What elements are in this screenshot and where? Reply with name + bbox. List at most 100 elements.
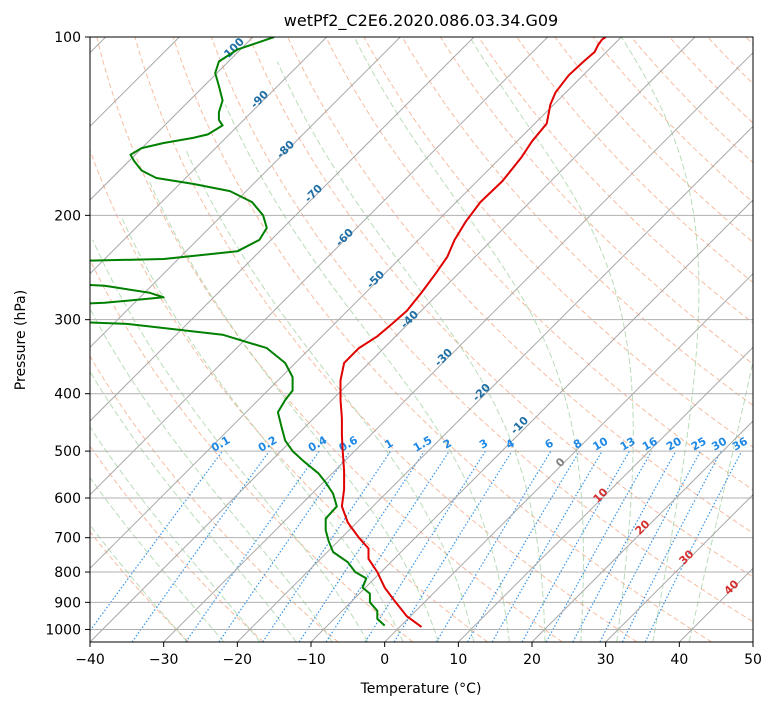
- x-tick-label: −10: [296, 652, 326, 668]
- y-tick-label: 1000: [45, 622, 81, 638]
- mixing-ratio-label: 1: [382, 437, 395, 452]
- moist-adiabat-label: 30: [677, 547, 697, 567]
- chart-title: wetPf2_C2E6.2020.086.03.34.G09: [284, 11, 558, 31]
- dry-adiabat-label: -80: [274, 138, 297, 161]
- isotherm-line: [90, 37, 475, 422]
- moist-adiabat: [353, 37, 584, 642]
- mixing-ratio-line: [521, 450, 631, 642]
- moist-adiabat: [90, 476, 225, 642]
- isotherm-line: [236, 125, 753, 642]
- dry-adiabat: [401, 37, 753, 406]
- isotherm-line: [90, 37, 622, 570]
- mixing-ratio-line: [364, 450, 486, 642]
- y-tick-label: 600: [54, 491, 81, 507]
- dry-adiabat: [249, 37, 753, 578]
- dewpoint-profile-line: [90, 37, 386, 627]
- pressure-gridlines: [90, 37, 753, 630]
- mixing-ratio-label: 3: [477, 437, 490, 452]
- moist-adiabat: [224, 104, 510, 642]
- x-tick-label: −30: [149, 652, 179, 668]
- mixing-ratio-line: [545, 450, 653, 642]
- mixing-ratio-line: [393, 450, 513, 642]
- moist-adiabat: [148, 180, 439, 642]
- y-axis: 100 200 300 400 500 600 700 800 900 1000: [45, 30, 90, 638]
- isotherm-line: [384, 272, 753, 642]
- dry-adiabat: [90, 445, 264, 642]
- dry-adiabat: [287, 37, 753, 534]
- mixing-ratio-line: [90, 450, 223, 632]
- moist-adiabat: [90, 524, 188, 642]
- mixing-ratio-line: [131, 450, 270, 642]
- moist-adiabat-label: 0: [553, 455, 568, 470]
- isotherm-line: [90, 37, 254, 201]
- dry-adiabat: [172, 37, 712, 642]
- dry-adiabat-label: -40: [398, 308, 421, 331]
- mixing-ratio-label: 2: [441, 437, 454, 452]
- dry-adiabat-label: -10: [508, 414, 531, 437]
- isotherm-line: [310, 199, 753, 642]
- sounding-profiles: [90, 37, 607, 628]
- dry-adiabat-label: -90: [248, 88, 271, 111]
- moist-adiabat: [185, 149, 475, 642]
- moist-adiabat: [688, 359, 753, 642]
- x-axis-label: Temperature (°C): [360, 681, 482, 697]
- y-tick-label: 200: [54, 208, 81, 224]
- mixing-ratio-line: [298, 450, 425, 642]
- moist-adiabat: [469, 37, 634, 642]
- dry-adiabat-label: -20: [470, 381, 493, 404]
- isotherm-line: [678, 567, 753, 642]
- dry-adiabat: [554, 37, 753, 243]
- dry-adiabat-label: -70: [302, 182, 325, 205]
- x-tick-label: 20: [523, 652, 541, 668]
- dry-adiabat: [325, 37, 753, 491]
- skewed-isotherms: [90, 37, 753, 642]
- dry-adiabat-label: -50: [364, 268, 387, 291]
- moist-adiabat: [90, 307, 333, 642]
- mixing-ratio-line: [262, 450, 392, 642]
- dry-adiabat: [90, 355, 339, 642]
- mixing-ratio-line: [621, 450, 722, 642]
- x-tick-label: −40: [75, 652, 105, 668]
- moist-adiabat: [120, 215, 404, 642]
- moist-adiabat-label: 20: [633, 517, 653, 537]
- x-tick-label: −20: [223, 652, 253, 668]
- dry-adiabat: [363, 37, 753, 448]
- x-tick-label: 0: [380, 652, 389, 668]
- x-tick-label: 30: [597, 652, 615, 668]
- temperature-profile-line: [339, 37, 607, 628]
- moist-adiabat: [92, 239, 369, 642]
- x-tick-label: 50: [744, 652, 762, 668]
- mixing-ratio-line: [644, 450, 743, 642]
- dry-adiabat: [516, 37, 753, 284]
- x-tick-label: 40: [670, 652, 688, 668]
- moist-adiabat-label: 40: [722, 577, 742, 597]
- y-tick-label: 500: [54, 444, 81, 460]
- isotherm-line: [90, 37, 696, 642]
- y-tick-label: 800: [54, 565, 81, 581]
- isotherm-line: [752, 641, 753, 642]
- moist-adiabat: [620, 37, 700, 642]
- isotherm-line: [531, 420, 753, 642]
- y-axis-label: Pressure (hPa): [13, 290, 29, 390]
- x-tick-label: 10: [449, 652, 467, 668]
- isotherm-line: [163, 51, 753, 642]
- dry-adiabat: [90, 148, 488, 642]
- x-axis: −40 −30 −20 −10 0 10 20 30 40 50: [75, 642, 762, 668]
- y-tick-label: 100: [54, 30, 81, 46]
- isotherm-line: [457, 346, 753, 642]
- isotherm-line: [90, 37, 328, 275]
- mixing-ratio-line: [185, 450, 320, 642]
- dry-adiabat: [90, 531, 190, 642]
- moist-adiabat: [90, 426, 261, 642]
- dry-adiabat: [134, 37, 638, 642]
- y-tick-label: 700: [54, 531, 81, 547]
- mixing-ratio-label: 4: [504, 436, 517, 451]
- mixing-ratio-line: [325, 450, 450, 642]
- mixing-ratio-line: [466, 450, 580, 642]
- y-tick-label: 300: [54, 313, 81, 329]
- plot-frame: [89, 36, 754, 643]
- dry-adiabat: [745, 37, 753, 46]
- dry-adiabat: [439, 37, 753, 365]
- mixing-ratio-label: 6: [543, 436, 556, 451]
